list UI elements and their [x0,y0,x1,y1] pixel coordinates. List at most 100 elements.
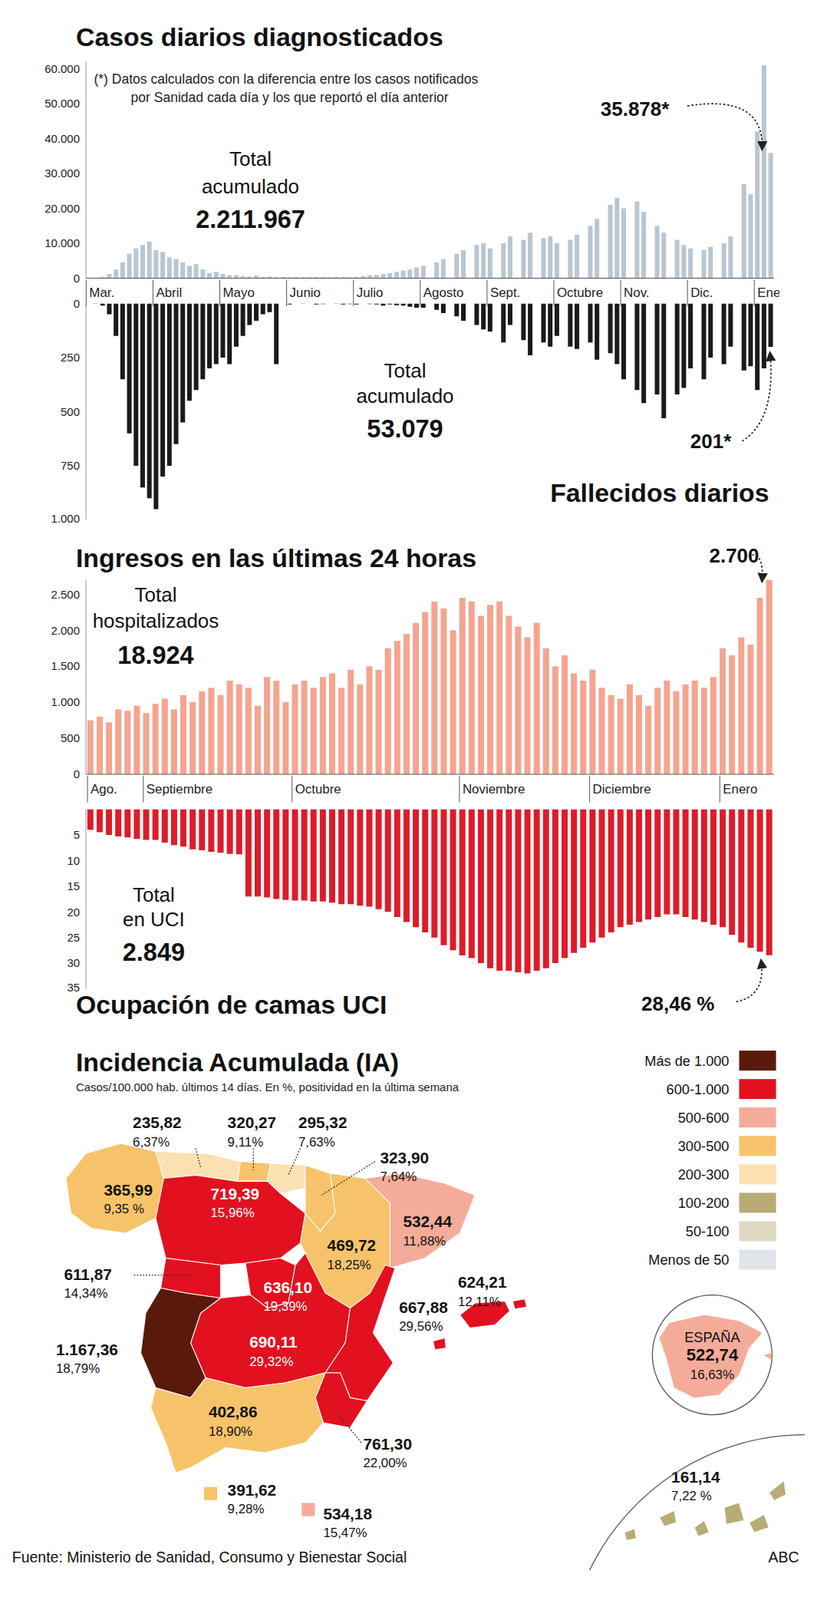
svg-text:0: 0 [73,767,80,781]
svg-text:Menos de 50: Menos de 50 [648,1251,729,1268]
svg-text:402,86: 402,86 [208,1402,258,1420]
svg-text:16,63%: 16,63% [690,1367,735,1382]
svg-text:750: 750 [60,458,80,472]
svg-text:Casos/100.000 hab. últimos 14: Casos/100.000 hab. últimos 14 días. En %… [75,1080,460,1094]
svg-text:30: 30 [66,955,80,969]
svg-text:1.000: 1.000 [51,511,80,525]
svg-text:500: 500 [60,731,80,745]
svg-text:Casos diarios diagnosticados: Casos diarios diagnosticados [75,22,444,52]
svg-text:761,30: 761,30 [362,1434,412,1453]
svg-text:18,90%: 18,90% [208,1423,253,1439]
svg-text:35.878*: 35.878* [600,97,670,121]
svg-text:636,10: 636,10 [263,1278,313,1296]
svg-text:22,00%: 22,00% [362,1455,407,1470]
svg-text:Septiembre: Septiembre [146,781,213,797]
svg-text:12,11%: 12,11% [457,1294,501,1309]
svg-text:522,74: 522,74 [686,1344,739,1364]
svg-text:35: 35 [66,980,80,994]
svg-text:14,34%: 14,34% [63,1285,108,1301]
svg-text:Abril: Abril [155,286,182,301]
svg-text:6,37%: 6,37% [132,1134,170,1150]
svg-text:Ocupación de camas UCI: Ocupación de camas UCI [75,989,388,1019]
svg-text:por Sanidad cada día y los que: por Sanidad cada día y los que reportó e… [131,89,449,106]
svg-text:469,72: 469,72 [327,1235,377,1254]
svg-text:300-500: 300-500 [678,1138,730,1154]
svg-text:320,27: 320,27 [227,1113,277,1131]
svg-text:Junio: Junio [289,286,321,301]
svg-text:2.000: 2.000 [51,623,80,637]
svg-text:Mar.: Mar. [88,286,115,301]
svg-text:acumulado: acumulado [355,384,454,408]
svg-text:500: 500 [60,405,80,419]
svg-text:0: 0 [73,271,80,285]
svg-text:25: 25 [66,930,80,944]
svg-text:719,39: 719,39 [210,1184,260,1203]
svg-text:1.500: 1.500 [51,658,80,673]
svg-text:100-200: 100-200 [678,1195,730,1211]
svg-text:Dic.: Dic. [690,286,713,301]
svg-text:acumulado: acumulado [201,174,300,198]
svg-text:2.700: 2.700 [708,543,759,567]
svg-text:Agosto: Agosto [423,286,465,301]
svg-text:hospitalizados: hospitalizados [92,609,220,633]
svg-text:50.000: 50.000 [44,97,80,111]
svg-text:Ingresos en las últimas 24 hor: Ingresos en las últimas 24 horas [75,543,477,573]
svg-text:600-1.000: 600-1.000 [666,1081,730,1098]
svg-text:Incidencia Acumulada (IA): Incidencia Acumulada (IA) [75,1047,399,1077]
svg-text:50-100: 50-100 [685,1223,730,1239]
svg-text:7,22 %: 7,22 % [671,1488,712,1503]
svg-text:Total: Total [384,359,427,383]
svg-text:18,25%: 18,25% [327,1257,372,1272]
svg-text:60.000: 60.000 [44,62,80,76]
svg-text:534,18: 534,18 [322,1504,373,1522]
svg-text:9,11%: 9,11% [227,1134,264,1150]
svg-text:9,28%: 9,28% [227,1501,265,1516]
svg-text:532,44: 532,44 [402,1212,452,1230]
svg-text:Ene.: Ene. [757,286,779,301]
svg-text:235,82: 235,82 [132,1113,182,1131]
svg-text:Diciembre: Diciembre [592,781,652,797]
svg-text:30.000: 30.000 [44,167,80,181]
svg-text:7,63%: 7,63% [298,1134,336,1150]
svg-text:29,56%: 29,56% [398,1318,443,1334]
svg-text:9,35 %: 9,35 % [103,1201,145,1216]
svg-text:11,88%: 11,88% [402,1233,446,1249]
svg-text:Octubre: Octubre [556,286,603,301]
svg-text:201*: 201* [690,429,732,453]
svg-text:667,88: 667,88 [398,1297,449,1316]
svg-text:19,39%: 19,39% [263,1298,307,1314]
svg-text:365,99: 365,99 [103,1180,153,1199]
svg-text:Ago.: Ago. [90,781,118,797]
svg-text:2.211.967: 2.211.967 [195,205,306,234]
svg-text:Nov.: Nov. [623,286,649,301]
svg-text:Sept.: Sept. [490,286,521,301]
svg-text:611,87: 611,87 [63,1265,112,1283]
svg-text:Fuente: Ministerio de Sanidad,: Fuente: Ministerio de Sanidad, Consumo y… [12,1548,407,1565]
svg-text:28,46 %: 28,46 % [641,991,715,1015]
svg-text:20.000: 20.000 [44,201,80,215]
svg-text:en UCI: en UCI [122,907,185,931]
svg-text:295,32: 295,32 [298,1113,348,1131]
svg-text:Fallecidos diarios: Fallecidos diarios [550,477,769,508]
svg-text:29,32%: 29,32% [249,1353,294,1369]
svg-text:161,14: 161,14 [671,1467,721,1486]
svg-text:391,62: 391,62 [227,1480,277,1499]
svg-text:250: 250 [60,350,80,364]
svg-text:Noviembre: Noviembre [462,781,526,797]
svg-text:ESPAÑA: ESPAÑA [684,1328,741,1345]
svg-text:200-300: 200-300 [678,1166,730,1183]
svg-text:1.000: 1.000 [51,695,80,709]
svg-text:Total: Total [135,583,178,607]
svg-text:40.000: 40.000 [44,131,80,145]
svg-text:ABC: ABC [767,1548,799,1565]
svg-text:Más de 1.000: Más de 1.000 [644,1053,729,1069]
svg-text:2.849: 2.849 [122,938,185,966]
svg-text:323,90: 323,90 [379,1148,429,1167]
svg-text:624,21: 624,21 [457,1272,508,1291]
svg-text:(*) Datos calculados con la di: (*) Datos calculados con la diferencia e… [93,71,478,87]
svg-text:0: 0 [73,296,80,310]
svg-text:15: 15 [66,879,80,893]
svg-text:20: 20 [66,905,80,919]
svg-text:10.000: 10.000 [44,237,80,251]
svg-text:Julio: Julio [356,286,384,301]
